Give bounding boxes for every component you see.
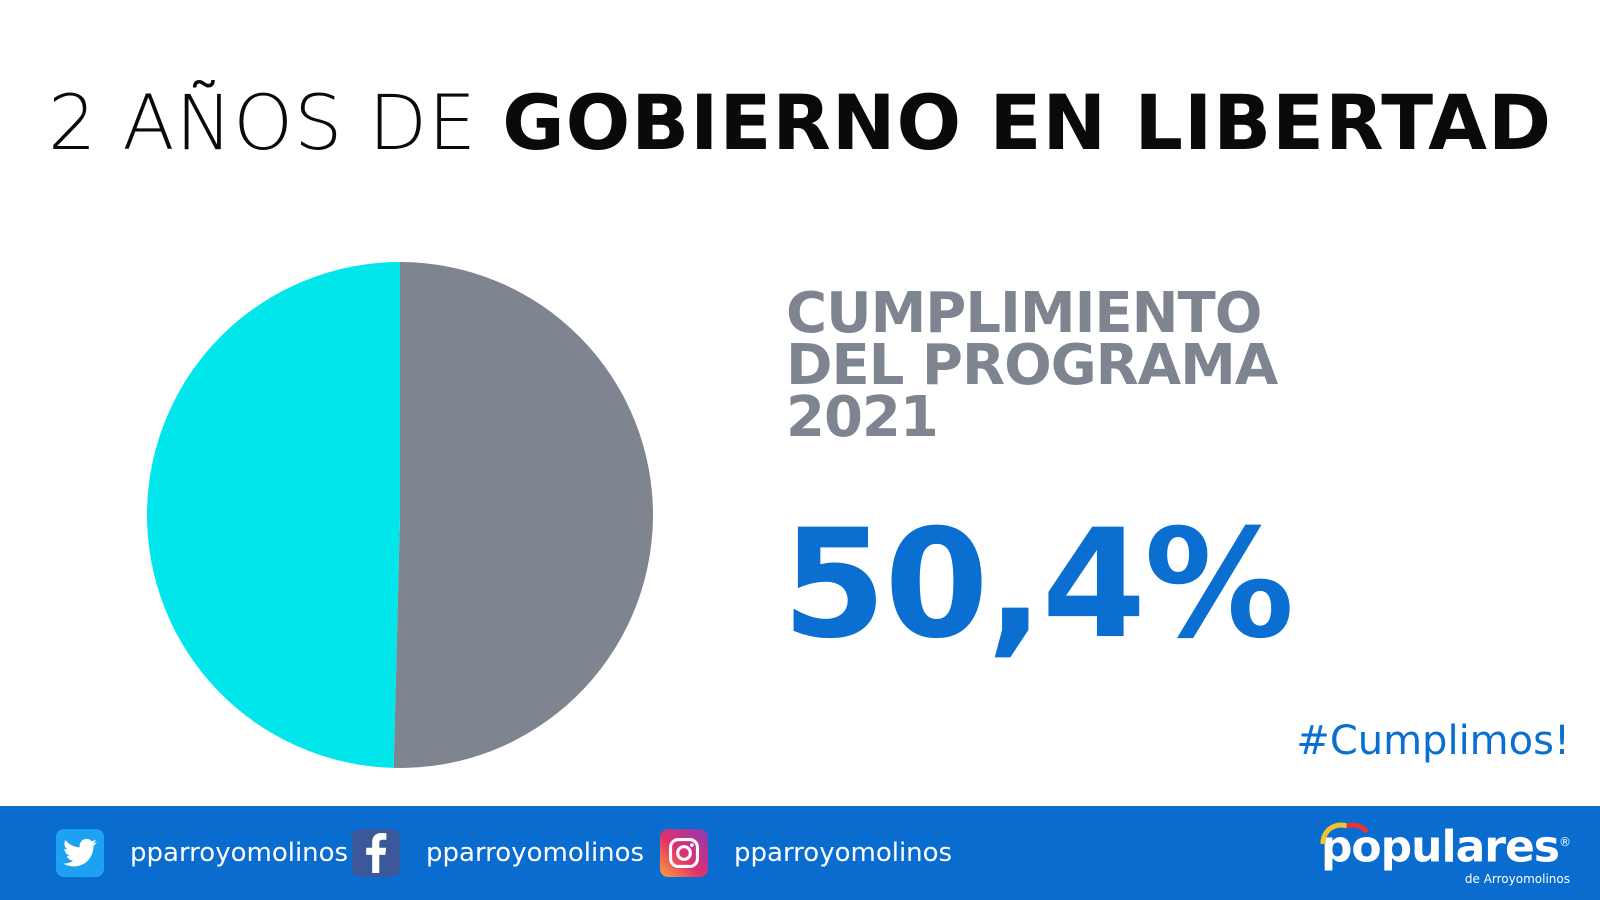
- social-instagram[interactable]: pparroyomolinos: [660, 828, 952, 878]
- twitter-bird-icon[interactable]: [56, 829, 104, 877]
- page-title-light: 2 AÑOS DE: [47, 78, 478, 167]
- pie-slice-2: [146, 262, 400, 768]
- facebook-handle[interactable]: pparroyomolinos: [426, 838, 645, 868]
- footer-bar: pparroyomolinos pparroyomolinos pparroyo…: [0, 806, 1600, 900]
- logo-brand-text: populares: [1320, 821, 1560, 873]
- populares-logo: populares® de Arroyomolinos: [1320, 816, 1571, 886]
- logo-rainbow-arc-icon: [1320, 822, 1369, 845]
- page-title: 2 AÑOS DE GOBIERNO EN LIBERTAD: [0, 78, 1600, 167]
- logo-registered-mark: ®: [1559, 835, 1571, 849]
- twitter-handle[interactable]: pparroyomolinos: [130, 838, 349, 868]
- instagram-handle[interactable]: pparroyomolinos: [734, 838, 953, 868]
- page-title-bold: GOBIERNO EN LIBERTAD: [502, 78, 1553, 167]
- stat-label-line-1: CUMPLIMIENTO: [786, 281, 1262, 346]
- social-twitter[interactable]: pparroyomolinos: [56, 828, 348, 878]
- stat-label: CUMPLIMIENTO DEL PROGRAMA 2021: [786, 281, 1278, 450]
- pie-chart: [146, 262, 653, 768]
- stat-label-line-3: 2021: [786, 385, 939, 450]
- stat-value: 50,4%: [782, 498, 1294, 672]
- logo-brand: populares®: [1320, 816, 1571, 874]
- hashtag: #Cumplimos!: [1296, 718, 1570, 764]
- facebook-f-icon[interactable]: [352, 829, 400, 877]
- logo-subtitle: de Arroyomolinos: [1464, 871, 1570, 886]
- pie-slice-1: [393, 262, 653, 768]
- stat-label-line-2: DEL PROGRAMA: [786, 333, 1278, 398]
- instagram-camera-icon[interactable]: [660, 829, 708, 877]
- social-facebook[interactable]: pparroyomolinos: [352, 828, 644, 878]
